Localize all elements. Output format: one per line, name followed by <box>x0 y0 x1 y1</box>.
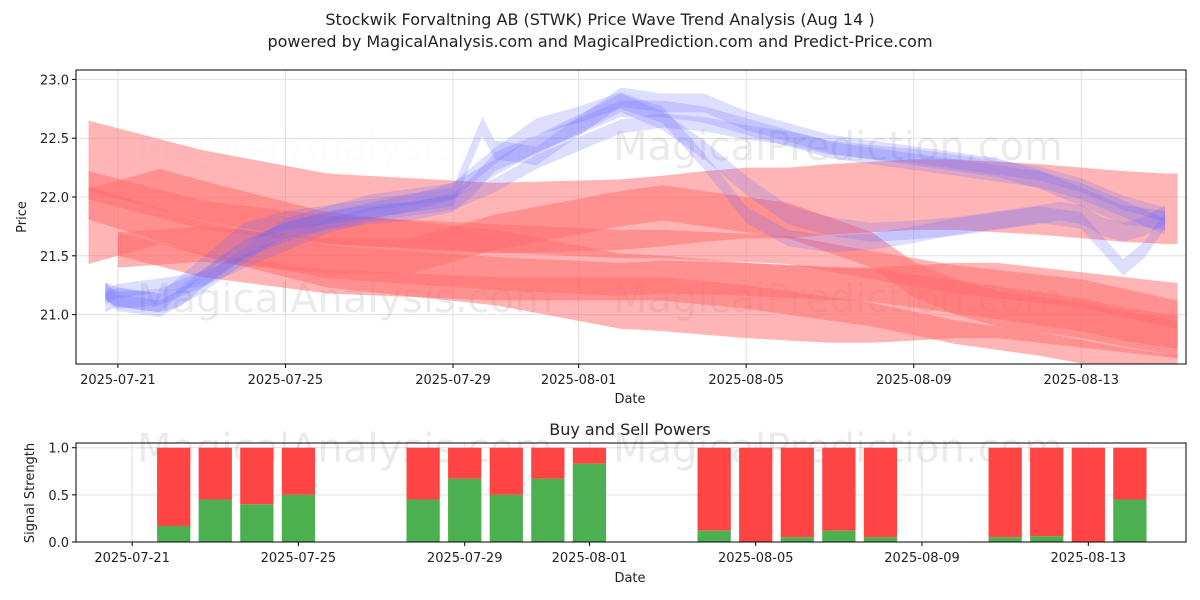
price-x-tick-label: 2025-08-13 <box>1044 373 1120 388</box>
red-trend-bands <box>88 120 1178 364</box>
price-x-tick-label: 2025-08-01 <box>541 373 617 388</box>
signal-chart-title: Buy and Sell Powers <box>549 420 711 439</box>
signal-x-tick-label: 2025-07-29 <box>427 551 503 566</box>
sell-power-bar <box>198 447 232 500</box>
sell-power-bar <box>406 447 440 500</box>
blue-trend-band <box>105 113 1166 304</box>
signal-y-ticks: 0.0 0.5 1.0 <box>48 442 76 551</box>
buy-power-bar <box>489 494 523 542</box>
price-y-tick-label: 23.0 <box>40 73 69 88</box>
blue-trend-bands <box>105 87 1166 317</box>
sell-power-bar <box>1113 447 1147 500</box>
blue-trend-band <box>105 100 1166 309</box>
chart-title-line1: Stockwik Forvaltning AB (STWK) Price Wav… <box>325 10 874 29</box>
price-x-tick-label: 2025-07-21 <box>80 373 156 388</box>
buy-power-bar <box>822 530 856 542</box>
price-y-ticks: 21.0 21.5 22.0 22.5 23.0 <box>40 73 76 324</box>
buy-power-bar <box>531 478 565 542</box>
price-chart: MagicalAnalysis.com MagicalPrediction.co… <box>15 69 1187 407</box>
sell-power-bar <box>780 447 814 538</box>
price-y-tick-label: 22.0 <box>40 191 69 206</box>
red-trend-band <box>117 232 1178 364</box>
price-x-tick-label: 2025-08-05 <box>708 373 784 388</box>
signal-y-axis-label: Signal Strength <box>23 443 38 543</box>
buy-power-bar <box>240 504 274 542</box>
signal-x-tick-label: 2025-07-21 <box>94 551 170 566</box>
sell-power-bar <box>697 447 731 531</box>
price-x-tick-label: 2025-07-29 <box>415 373 491 388</box>
chart-title-line2: powered by MagicalAnalysis.com and Magic… <box>267 32 932 51</box>
signal-y-tick-label: 1.0 <box>48 442 69 457</box>
signal-x-tick-label: 2025-07-25 <box>261 551 337 566</box>
price-x-tick-label: 2025-07-25 <box>248 373 324 388</box>
buy-power-bar <box>780 537 814 542</box>
sell-power-bar <box>1030 447 1064 537</box>
signal-bars <box>157 447 1147 542</box>
signal-plot-frame <box>75 442 1187 543</box>
price-y-axis-label: Price <box>15 201 30 233</box>
buy-power-bar <box>1030 536 1064 542</box>
buy-power-bar <box>406 499 440 542</box>
price-x-tick-label: 2025-08-09 <box>876 373 952 388</box>
price-y-tick-label: 21.5 <box>40 250 69 265</box>
sell-power-bar <box>531 447 565 479</box>
buy-power-bar <box>281 494 316 542</box>
buy-power-bar <box>198 499 232 542</box>
price-y-tick-label: 22.5 <box>40 132 69 147</box>
sell-power-bar <box>988 447 1022 538</box>
red-trend-band <box>88 186 1178 349</box>
signal-y-tick-label: 0.0 <box>48 536 69 551</box>
sell-power-bar <box>863 447 898 538</box>
buy-power-bar <box>1113 499 1147 542</box>
sell-power-bar <box>822 447 856 531</box>
buy-power-bar <box>863 537 898 542</box>
signal-x-tick-label: 2025-08-01 <box>552 551 628 566</box>
buy-power-bar <box>157 525 191 542</box>
signal-x-ticks: 2025-07-21 2025-07-25 2025-07-29 2025-08-01… <box>94 542 1126 566</box>
sell-power-bar <box>739 447 773 542</box>
sell-power-bar <box>281 447 316 495</box>
buy-power-bar <box>448 478 482 542</box>
red-trend-band <box>88 171 1178 329</box>
signal-y-tick-label: 0.5 <box>48 489 69 504</box>
sell-power-bar <box>1071 447 1105 542</box>
buy-power-bar <box>697 530 731 542</box>
sell-power-bar <box>572 447 607 464</box>
signal-chart: Buy and Sell Powers MagicalAnalysis.com … <box>23 420 1187 586</box>
signal-x-tick-label: 2025-08-05 <box>718 551 794 566</box>
signal-x-tick-label: 2025-08-13 <box>1051 551 1127 566</box>
signal-x-axis-label: Date <box>614 571 645 586</box>
price-plot-frame <box>75 69 1187 365</box>
sell-power-bar <box>448 447 482 479</box>
signal-x-tick-label: 2025-08-09 <box>884 551 960 566</box>
price-x-ticks: 2025-07-21 2025-07-25 2025-07-29 2025-08-01… <box>80 364 1119 388</box>
sell-power-bar <box>240 447 274 505</box>
sell-power-bar <box>157 447 191 526</box>
price-x-axis-label: Date <box>614 392 645 407</box>
buy-power-bar <box>572 463 607 542</box>
sell-power-bar <box>489 447 523 495</box>
price-y-tick-label: 21.0 <box>40 309 69 324</box>
buy-power-bar <box>988 537 1022 542</box>
